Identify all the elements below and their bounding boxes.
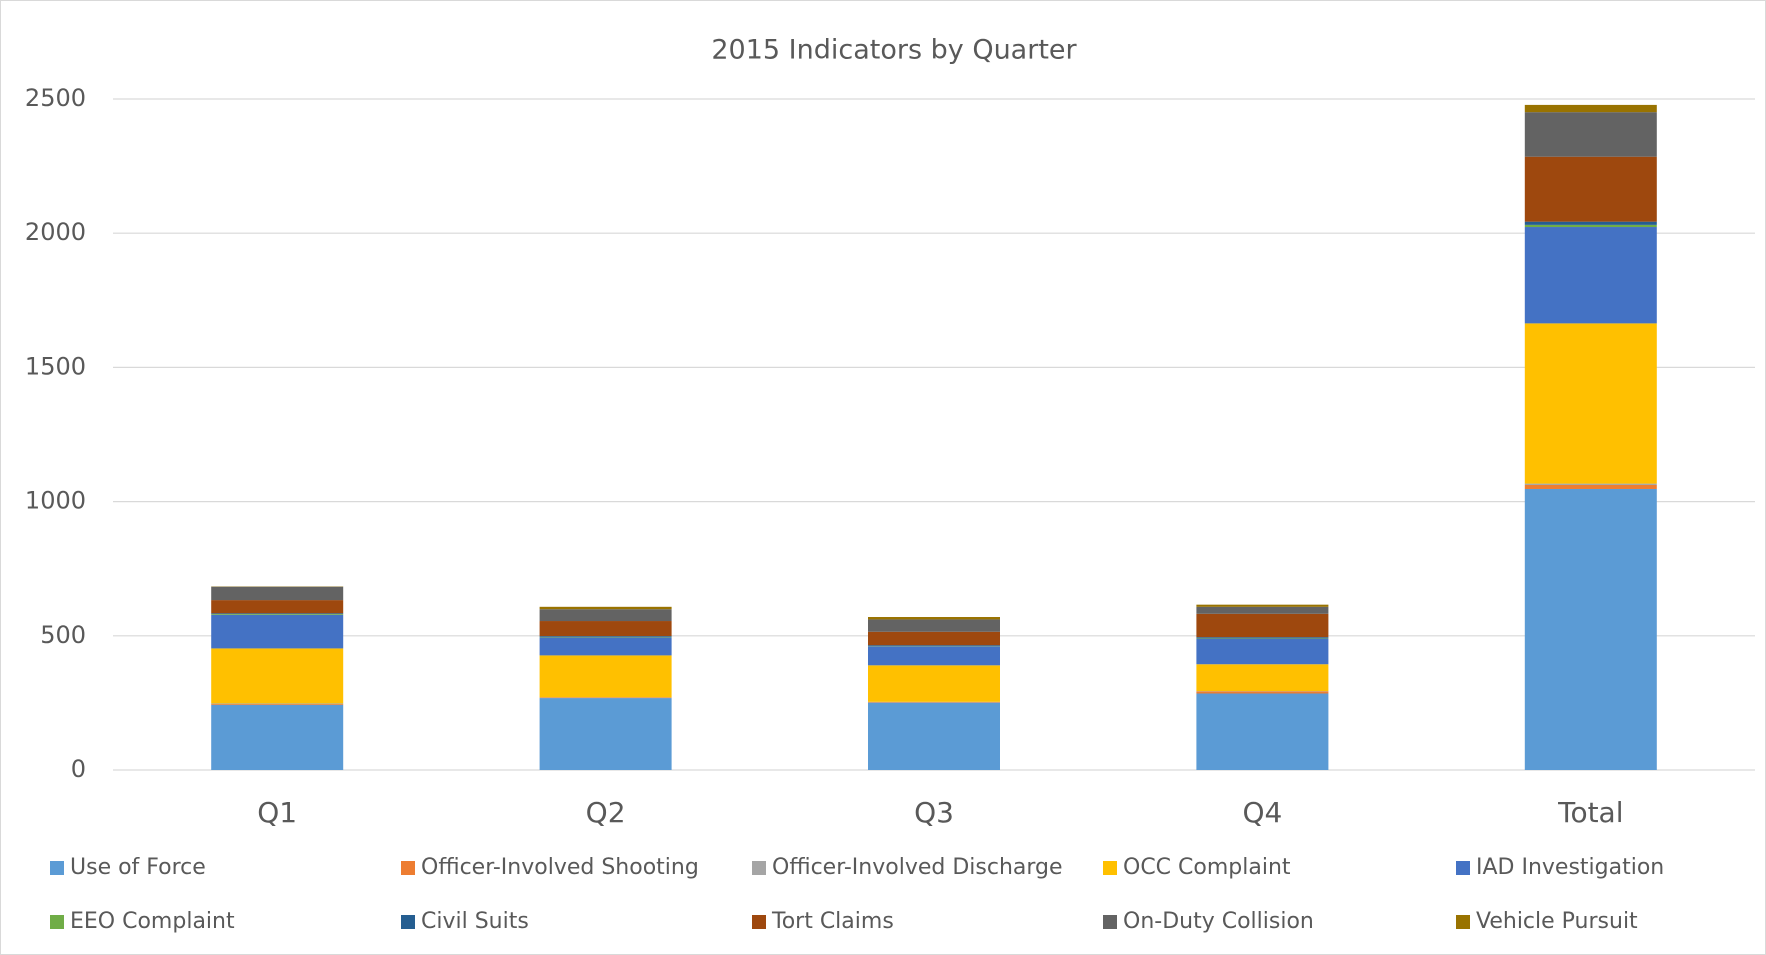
bar-segment xyxy=(868,702,1000,703)
x-tick-label: Total xyxy=(1557,796,1623,829)
bar-segment xyxy=(1524,112,1657,157)
bar-segment xyxy=(1524,488,1657,770)
y-tick-label: 500 xyxy=(40,621,86,649)
bar-segment xyxy=(1524,224,1657,228)
y-tick-label: 0 xyxy=(71,755,86,783)
legend-label: Vehicle Pursuit xyxy=(1476,909,1638,934)
legend-label: IAD Investigation xyxy=(1476,855,1664,880)
x-tick-label: Q3 xyxy=(914,796,954,829)
bar-segment xyxy=(211,614,344,649)
bar-segment xyxy=(1524,156,1657,222)
legend-label: Officer-Involved Shooting xyxy=(421,855,699,880)
bar-segment xyxy=(1524,104,1657,113)
bar-segment xyxy=(539,609,672,622)
bar-segment xyxy=(211,703,344,704)
legend-swatch xyxy=(1456,915,1470,929)
y-tick-label: 2500 xyxy=(25,84,86,112)
legend-swatch xyxy=(401,915,415,929)
bar-segment xyxy=(1196,693,1329,770)
bar-segment xyxy=(1524,484,1657,489)
bar-segment xyxy=(1524,227,1657,324)
legend-swatch xyxy=(752,861,766,875)
chart-title: 2015 Indicators by Quarter xyxy=(711,35,1077,66)
bar-segment xyxy=(1524,323,1657,484)
bar-segment xyxy=(1196,604,1329,607)
bar-segment xyxy=(1196,637,1329,639)
legend-swatch xyxy=(50,915,64,929)
bar-segment xyxy=(868,619,1000,632)
bar-segment xyxy=(1196,606,1329,614)
y-tick-label: 1000 xyxy=(25,487,86,515)
legend-label: Use of Force xyxy=(70,855,206,880)
bar-segment xyxy=(868,646,1000,666)
legend-swatch xyxy=(401,861,415,875)
bar-segment xyxy=(539,621,672,637)
bar-segment xyxy=(1196,638,1329,665)
x-tick-label: Q4 xyxy=(1242,796,1282,829)
legend-label: Tort Claims xyxy=(771,909,894,934)
bar-segment xyxy=(539,637,672,656)
bar-segment xyxy=(1196,637,1329,638)
legend-label: On-Duty Collision xyxy=(1123,909,1314,934)
bar-segment xyxy=(211,704,344,770)
legend-label: Officer-Involved Discharge xyxy=(772,855,1063,880)
bar-segment xyxy=(539,636,672,638)
legend-label: OCC Complaint xyxy=(1123,855,1291,880)
legend-swatch xyxy=(1103,861,1117,875)
x-tick-label: Q1 xyxy=(257,796,297,829)
bar-segment xyxy=(868,645,1000,646)
legend-label: EEO Complaint xyxy=(70,909,235,934)
legend-swatch xyxy=(1456,861,1470,875)
legend-swatch xyxy=(1103,915,1117,929)
bar-segment xyxy=(211,703,344,705)
bar-segment xyxy=(539,606,672,610)
bar-segment xyxy=(211,613,344,615)
x-tick-label: Q2 xyxy=(586,796,626,829)
bar-segment xyxy=(1196,664,1329,692)
bar-segment xyxy=(211,586,344,601)
bar-segment xyxy=(1524,483,1657,485)
bar-segment xyxy=(1196,691,1329,694)
y-tick-label: 1500 xyxy=(25,352,86,380)
bar-segment xyxy=(211,614,344,615)
bar-segment xyxy=(539,697,672,699)
y-tick-label: 2000 xyxy=(25,218,86,246)
bar-segment xyxy=(868,702,1000,770)
bar-segment xyxy=(211,600,344,614)
bar-segment xyxy=(868,617,1000,620)
bar-segment xyxy=(1196,613,1329,638)
bar-segment xyxy=(1524,221,1657,225)
legend-label: Civil Suits xyxy=(421,909,529,934)
bar-segment xyxy=(868,631,1000,646)
bar-segment xyxy=(539,698,672,770)
bar-segment xyxy=(211,648,344,704)
legend-swatch xyxy=(752,915,766,929)
bar-segment xyxy=(539,655,672,698)
bar-segment xyxy=(539,636,672,637)
bar-segment xyxy=(868,665,1000,702)
legend-swatch xyxy=(50,861,64,875)
